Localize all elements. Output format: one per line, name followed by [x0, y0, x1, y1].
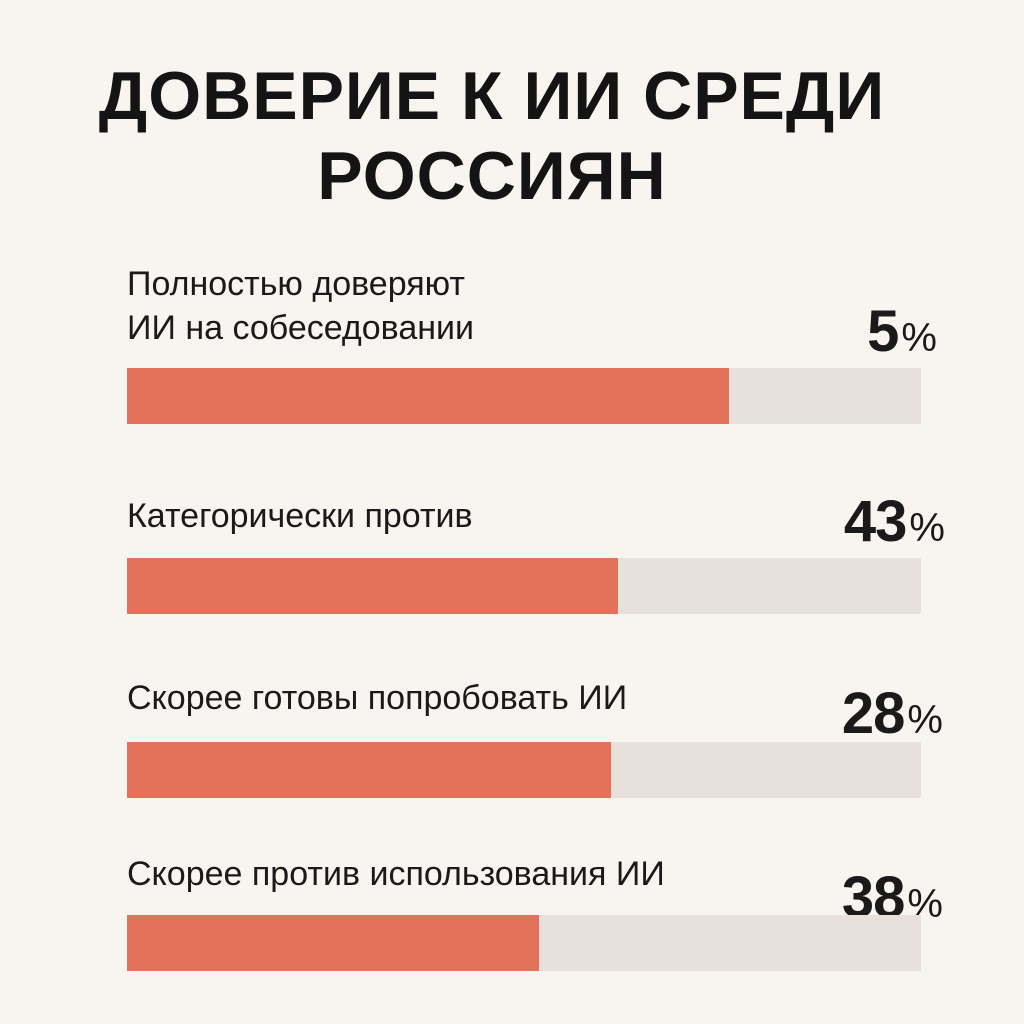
chart-title: ДОВЕРИЕ К ИИ СРЕДИ РОССИЯН: [0, 56, 984, 216]
bar-value: 5%: [867, 298, 937, 365]
bar-label-line-1: Скорее готовы попробовать ИИ: [127, 679, 628, 717]
value-unit: %: [907, 698, 943, 742]
bar-row-ready-to-try: Скорее готовы попробовать ИИ 28%: [127, 674, 943, 804]
bar-track: [127, 368, 921, 424]
bar-label-line-2: ИИ на собеседовании: [127, 309, 475, 347]
bar-fill: [127, 742, 611, 798]
bar-value: 28%: [842, 680, 943, 747]
bar-row-categorically-against: Категорически против 43%: [127, 489, 945, 622]
bar-track: [127, 742, 921, 798]
bar-row-fully-trust: Полностью доверяют ИИ на собеседовании 5…: [127, 262, 937, 432]
value-number: 5: [867, 299, 899, 364]
bar-label: Скорее против использования ИИ: [127, 852, 665, 896]
chart-title-line-2: РОССИЯН: [317, 138, 667, 214]
bar-label: Категорически против: [127, 494, 473, 538]
bar-label-line-1: Полностью доверяют: [127, 265, 465, 303]
bar-track: [127, 558, 921, 614]
bar-row-rather-against: Скорее против использования ИИ 38%: [127, 850, 943, 980]
bar-label-line-1: Категорически против: [127, 497, 473, 535]
value-number: 28: [841, 681, 906, 746]
chart-title-line-1: ДОВЕРИЕ К ИИ СРЕДИ: [98, 58, 886, 134]
bar-value: 43%: [844, 488, 945, 555]
bar-label: Скорее готовы попробовать ИИ: [127, 676, 627, 720]
value-unit: %: [901, 316, 937, 360]
bar-label: Полностью доверяют ИИ на собеседовании: [127, 262, 474, 350]
value-unit: %: [909, 506, 945, 550]
bar-fill: [127, 915, 539, 971]
bar-track: [127, 915, 921, 971]
value-number: 43: [843, 489, 908, 554]
bar-fill: [127, 368, 729, 424]
bar-fill: [127, 558, 618, 614]
bar-label-line-1: Скорее против использования ИИ: [127, 855, 665, 893]
